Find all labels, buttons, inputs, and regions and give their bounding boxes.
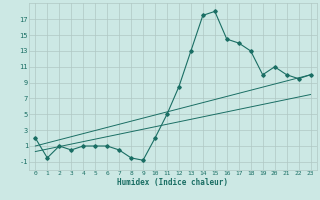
X-axis label: Humidex (Indice chaleur): Humidex (Indice chaleur) [117, 178, 228, 187]
